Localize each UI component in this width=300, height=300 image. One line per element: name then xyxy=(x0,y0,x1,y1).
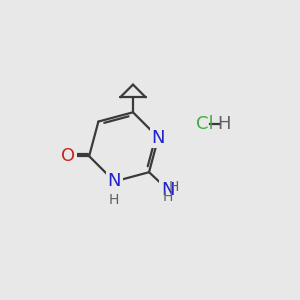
Text: Cl: Cl xyxy=(196,115,213,133)
Text: N: N xyxy=(108,172,121,190)
Text: N: N xyxy=(152,129,165,147)
Text: H: H xyxy=(169,180,179,194)
Text: H: H xyxy=(218,115,231,133)
Text: N: N xyxy=(161,181,174,199)
Text: O: O xyxy=(61,147,75,165)
Text: H: H xyxy=(109,193,119,207)
Text: H: H xyxy=(162,190,173,204)
